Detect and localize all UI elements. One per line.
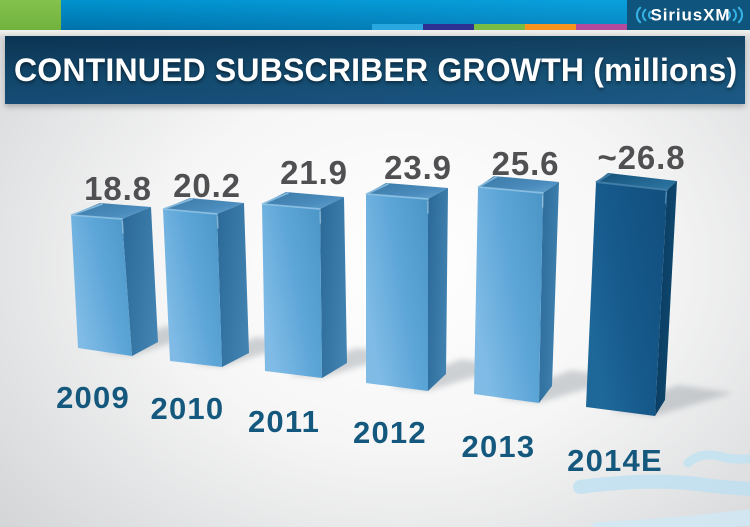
svg-text:SiriusXM: SiriusXM bbox=[651, 6, 731, 25]
